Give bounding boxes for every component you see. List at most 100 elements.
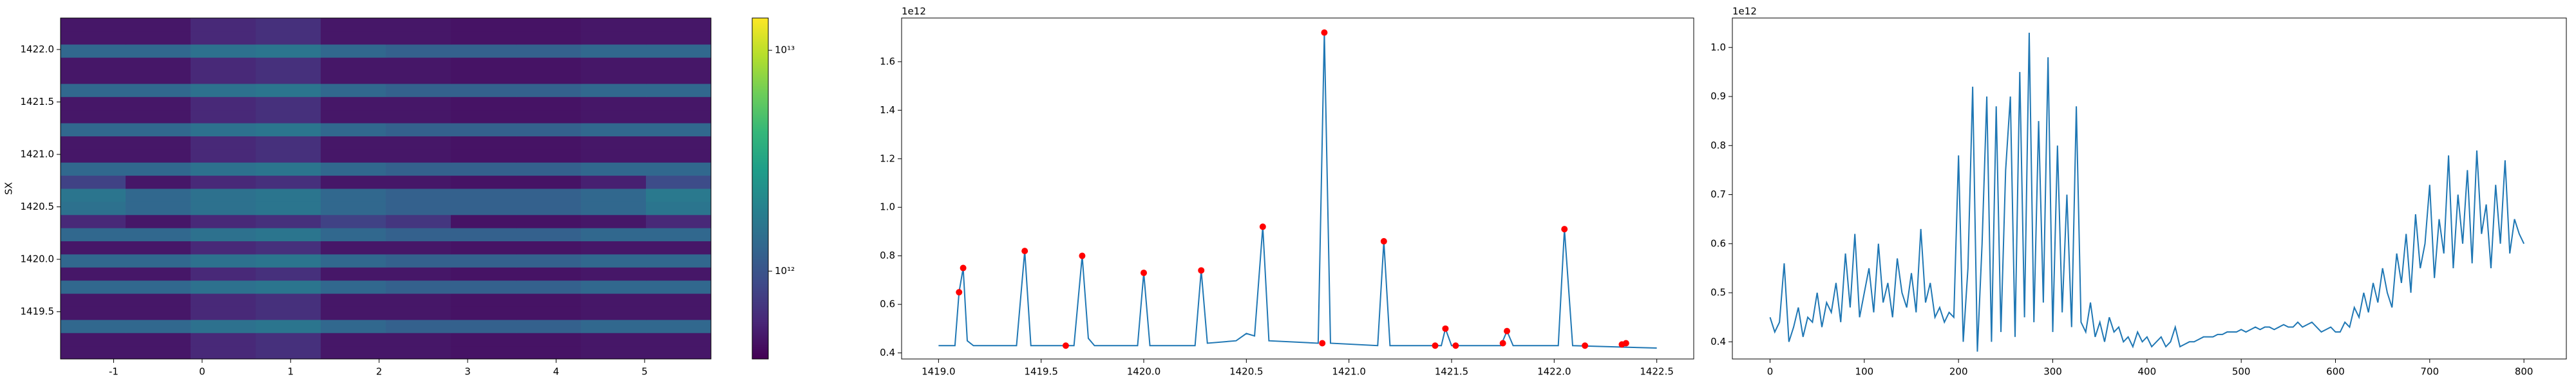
heatmap-cell — [61, 162, 126, 176]
heatmap-cell — [386, 267, 451, 281]
peak-marker — [1141, 270, 1148, 277]
heatmap-cell — [516, 333, 582, 347]
heatmap-cell — [516, 18, 582, 32]
heatmap-cell — [256, 123, 321, 136]
heatmap-cell — [256, 44, 321, 58]
heatmap-cell — [646, 319, 712, 333]
heatmap-cell — [581, 149, 647, 163]
peak-marker — [956, 289, 963, 296]
heatmap-cell — [256, 267, 321, 281]
x-tick-label: 4 — [553, 366, 560, 378]
x-tick-label: 1421.5 — [1435, 366, 1469, 378]
heatmap-cell — [516, 228, 582, 242]
heatmap-cell — [646, 31, 712, 45]
y-tick-label: 1421.0 — [21, 149, 55, 160]
heatmap-cell — [321, 280, 386, 294]
heatmap-cell — [256, 280, 321, 294]
heatmap-cell — [61, 241, 126, 255]
heatmap-cell — [516, 149, 582, 163]
heatmap-cell — [386, 44, 451, 58]
heatmap-cell — [61, 253, 126, 268]
heatmap-cell — [516, 70, 582, 84]
heatmap-cell — [256, 18, 321, 32]
heatmap-cell — [646, 306, 712, 320]
peak-marker — [1432, 342, 1439, 349]
heatmap-cell — [256, 175, 321, 189]
heatmap-cell — [386, 214, 451, 228]
heatmap-cell — [451, 188, 516, 202]
heatmap-cell — [321, 253, 386, 268]
heatmap-cell — [191, 136, 256, 150]
heatmap-cell — [581, 175, 647, 189]
heatmap-cell — [451, 57, 516, 71]
heatmap-cell — [126, 253, 191, 268]
y-tick-label: 1.0 — [1710, 41, 1726, 53]
heatmap-cell — [321, 214, 386, 228]
heatmap-cell — [321, 175, 386, 189]
heatmap-cell — [581, 293, 647, 307]
heatmap-cell — [516, 345, 582, 360]
y-tick-label: 0.7 — [1710, 188, 1726, 200]
heatmap-cell — [126, 267, 191, 281]
heatmap-cell — [451, 18, 516, 32]
heatmap-cell — [581, 123, 647, 136]
heatmap-cell — [646, 253, 712, 268]
heatmap-cell — [516, 201, 582, 216]
heatmap-cell — [646, 83, 712, 97]
heatmap-cell — [386, 70, 451, 84]
peak-marker — [1561, 226, 1568, 233]
peak-marker — [1380, 238, 1387, 245]
y-tick-label: 1421.5 — [21, 96, 55, 107]
heatmap-cell — [126, 214, 191, 228]
heatmap-cell — [581, 319, 647, 333]
heatmap-cell — [646, 109, 712, 124]
heatmap-cell — [646, 18, 712, 32]
heatmap-cell — [646, 280, 712, 294]
heatmap-cell — [646, 96, 712, 111]
heatmap-cell — [581, 96, 647, 111]
heatmap-cell — [581, 253, 647, 268]
heatmap-cell — [516, 83, 582, 97]
y-tick-label: 0.8 — [1710, 140, 1726, 151]
colorbar-tick-label: 10¹² — [775, 265, 795, 277]
heatmap-cell — [61, 57, 126, 71]
heatmap-cell — [191, 345, 256, 360]
heatmap-cell — [61, 175, 126, 189]
heatmap-cell — [191, 162, 256, 176]
data-line — [938, 32, 1657, 349]
x-tick-label: 600 — [2326, 366, 2345, 378]
heatmap-cell — [646, 267, 712, 281]
heatmap-cell — [516, 280, 582, 294]
offset-text: 1e12 — [902, 6, 926, 17]
heatmap-cell — [191, 214, 256, 228]
heatmap-cell — [61, 319, 126, 333]
heatmap-cell — [191, 333, 256, 347]
heatmap-cell — [321, 18, 386, 32]
heatmap-cell — [126, 201, 191, 216]
heatmap-cell — [61, 96, 126, 111]
y-tick-label: 0.9 — [1710, 91, 1726, 102]
heatmap-cell — [386, 57, 451, 71]
x-tick-label: -1 — [109, 366, 118, 378]
peak-marker — [1504, 327, 1511, 335]
peak-marker — [960, 264, 967, 271]
peak-marker — [1259, 223, 1266, 230]
heatmap-cell — [516, 96, 582, 111]
heatmap-cell — [581, 188, 647, 202]
heatmap-cell — [386, 345, 451, 360]
heatmap-cell — [126, 18, 191, 32]
heatmap-cell — [451, 109, 516, 124]
heatmap-cell — [386, 319, 451, 333]
heatmap-cell — [516, 109, 582, 124]
heatmap-cell — [61, 201, 126, 216]
heatmap-cell — [61, 18, 126, 32]
heatmap-cell — [516, 267, 582, 281]
x-tick-label: 1422.5 — [1640, 366, 1674, 378]
heatmap-cell — [386, 228, 451, 242]
heatmap-cell — [191, 306, 256, 320]
heatmap-cell — [581, 44, 647, 58]
heatmap-cell — [451, 162, 516, 176]
heatmap-cell — [126, 280, 191, 294]
heatmap-cell — [61, 44, 126, 58]
heatmap-cell — [321, 201, 386, 216]
